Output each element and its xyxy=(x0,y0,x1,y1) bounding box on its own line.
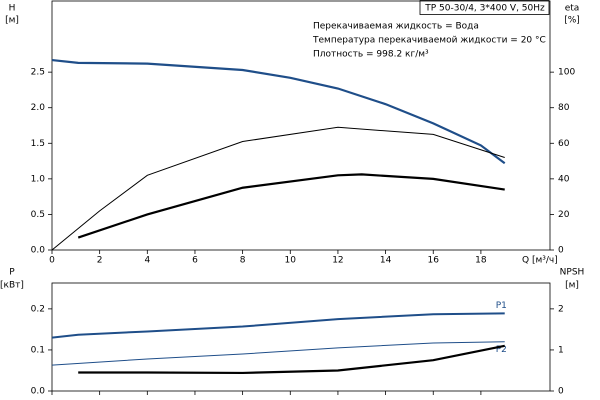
y2-unit: [м] xyxy=(565,281,579,291)
x-tick-label: 4 xyxy=(144,256,150,266)
y2-label: NPSH xyxy=(560,268,585,278)
y-tick-label: 2.5 xyxy=(31,68,45,78)
y2-tick-label: 1 xyxy=(558,345,564,355)
plot-frame xyxy=(51,0,551,251)
y2-tick-label: 80 xyxy=(558,103,570,113)
x-label: Q [м³/ч] xyxy=(522,256,558,266)
x-tick-label: 0 xyxy=(49,256,55,266)
chart-title: TP 50-30/4, 3*400 V, 50Hz xyxy=(424,4,545,14)
y-tick-label: 0.0 xyxy=(31,246,46,256)
x-tick-label: 2 xyxy=(97,256,103,266)
y2-tick-label: 2 xyxy=(558,304,564,314)
y-unit: [кВт] xyxy=(0,281,24,291)
y2-tick-label: 100 xyxy=(558,68,575,78)
y2-tick-label: 0 xyxy=(558,387,564,397)
title-box xyxy=(419,0,550,15)
plot-frame xyxy=(51,282,551,392)
x-tick-label: 8 xyxy=(240,256,246,266)
x-tick-label: 12 xyxy=(332,256,343,266)
curve-label: P2 xyxy=(496,345,507,355)
curve xyxy=(78,344,505,375)
x-tick-label: 14 xyxy=(380,256,392,266)
x-tick-label: 16 xyxy=(428,256,440,266)
y-tick-label: 1.0 xyxy=(31,174,46,184)
annotation: Плотность = 998.2 кг/м³ xyxy=(313,50,429,60)
y2-tick-label: 60 xyxy=(558,139,570,149)
curve xyxy=(51,341,505,366)
y2-tick-label: 40 xyxy=(558,174,570,184)
y-tick-label: 1.5 xyxy=(31,139,45,149)
y-label: P xyxy=(9,268,15,278)
curve xyxy=(51,312,505,339)
x-tick-label: 6 xyxy=(192,256,198,266)
y-tick-label: 0.5 xyxy=(31,210,45,220)
y2-tick-label: 20 xyxy=(558,210,570,220)
curve-label: P1 xyxy=(496,301,507,311)
y-tick-label: 2.0 xyxy=(31,103,46,113)
y-label: H xyxy=(9,4,16,14)
y-tick-label: 0.2 xyxy=(31,304,45,314)
y-unit: [м] xyxy=(5,16,19,26)
curve xyxy=(77,173,505,239)
annotation: Температура перекачиваемой жидкости = 20… xyxy=(312,36,546,46)
y2-label: eta xyxy=(565,4,580,14)
y2-tick-label: 0 xyxy=(558,246,564,256)
curve xyxy=(51,58,506,165)
y-tick-label: 0.1 xyxy=(31,345,45,355)
x-tick-label: 18 xyxy=(475,256,487,266)
x-tick-label: 10 xyxy=(285,256,297,266)
y-tick-label: 0.0 xyxy=(31,387,46,397)
y2-unit: [%] xyxy=(564,16,580,26)
annotation: Перекачиваемая жидкость = Вода xyxy=(313,22,479,32)
curve xyxy=(51,126,505,251)
